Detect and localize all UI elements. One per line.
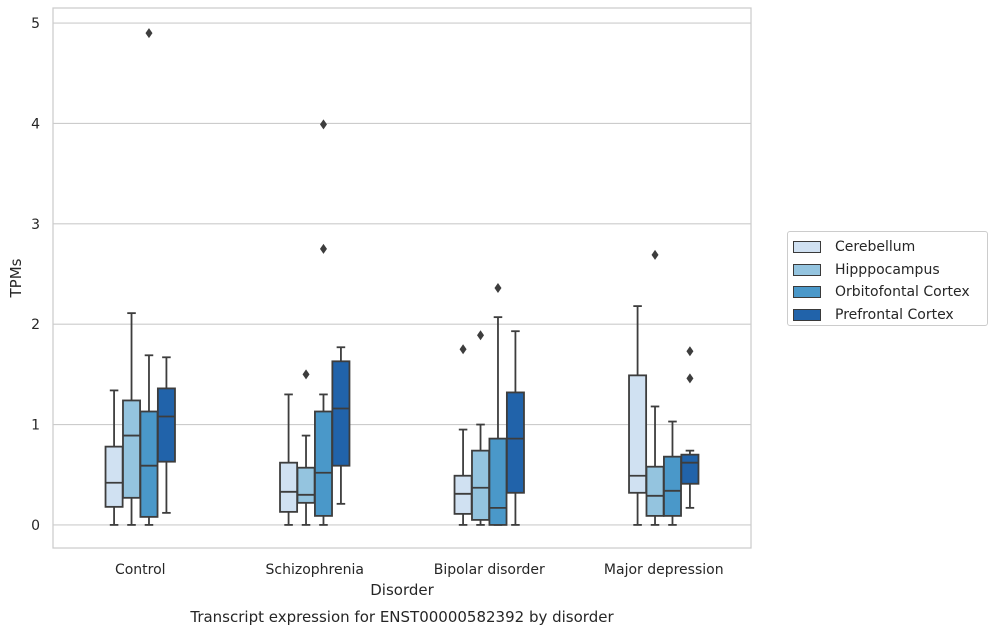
legend-swatch xyxy=(793,241,821,254)
box-group xyxy=(471,330,490,526)
box xyxy=(314,410,333,517)
x-tick-label: Schizophrenia xyxy=(266,562,364,578)
box xyxy=(471,449,490,521)
outlier-point xyxy=(145,28,153,39)
box-group xyxy=(296,369,316,526)
box-group xyxy=(314,119,333,526)
box xyxy=(680,453,700,485)
outlier-point xyxy=(459,344,467,355)
box xyxy=(296,466,316,504)
y-tick-label: 3 xyxy=(31,217,40,233)
outlier-point xyxy=(302,369,310,380)
box-group xyxy=(331,346,351,505)
x-tick-label: Bipolar disorder xyxy=(434,562,545,578)
y-tick-label: 0 xyxy=(31,518,40,534)
box xyxy=(104,445,124,508)
box-group xyxy=(279,393,299,526)
y-tick-label: 5 xyxy=(31,16,40,32)
y-tick-label: 4 xyxy=(31,116,40,132)
box xyxy=(331,360,351,467)
legend-item-prefrontal-cortex: Prefrontal Cortex xyxy=(793,304,987,327)
legend-label: Prefrontal Cortex xyxy=(835,306,954,323)
legend-item-cerebellum: Cerebellum xyxy=(793,236,987,259)
legend-label: Cerebellum xyxy=(835,239,916,256)
outlier-point xyxy=(319,119,327,130)
box-group xyxy=(156,356,176,514)
box-group xyxy=(104,389,124,526)
boxes xyxy=(104,28,700,526)
box xyxy=(453,474,473,515)
x-tick-label: Major depression xyxy=(604,562,724,578)
box-group xyxy=(680,346,700,509)
box xyxy=(505,391,525,494)
box xyxy=(628,374,648,494)
legend: Cerebellum Hipppocampus Orbitofontal Cor… xyxy=(787,231,988,326)
box xyxy=(488,437,508,526)
plot-frame xyxy=(52,7,752,549)
box-group xyxy=(645,249,665,526)
chart-title: Transcript expression for ENST0000058239… xyxy=(189,608,614,626)
legend-label: Hipppocampus xyxy=(835,261,940,278)
x-tick-labels: Control Schizophrenia Bipolar disorder Majo… xyxy=(115,562,724,578)
box-group xyxy=(122,312,141,526)
outlier-point xyxy=(686,346,694,357)
box xyxy=(663,455,682,517)
outlier-point xyxy=(651,249,659,260)
box xyxy=(122,399,141,499)
box-group xyxy=(663,420,682,526)
box-group xyxy=(505,330,525,526)
legend-swatch xyxy=(793,286,821,299)
outlier-point xyxy=(686,373,694,384)
box xyxy=(645,465,665,517)
box xyxy=(279,461,299,513)
x-tick-label: Control xyxy=(115,562,166,578)
y-tick-labels: 0 1 2 3 4 5 xyxy=(31,16,40,534)
legend-item-hippocampus: Hipppocampus xyxy=(793,259,987,282)
outlier-point xyxy=(319,243,327,254)
box xyxy=(139,410,159,518)
outlier-point xyxy=(494,283,502,294)
y-tick-label: 1 xyxy=(31,418,40,434)
y-tick-label: 2 xyxy=(31,317,40,333)
box-group xyxy=(628,305,648,526)
legend-label: Orbitofontal Cortex xyxy=(835,284,970,301)
legend-swatch xyxy=(793,263,821,276)
y-axis-label: TPMs xyxy=(7,258,25,298)
box-group xyxy=(139,28,159,526)
legend-swatch xyxy=(793,308,821,321)
outlier-point xyxy=(477,330,485,341)
x-axis-label: Disorder xyxy=(370,581,434,599)
legend-item-orbitofrontal-cortex: Orbitofontal Cortex xyxy=(793,281,987,304)
box xyxy=(156,387,176,463)
